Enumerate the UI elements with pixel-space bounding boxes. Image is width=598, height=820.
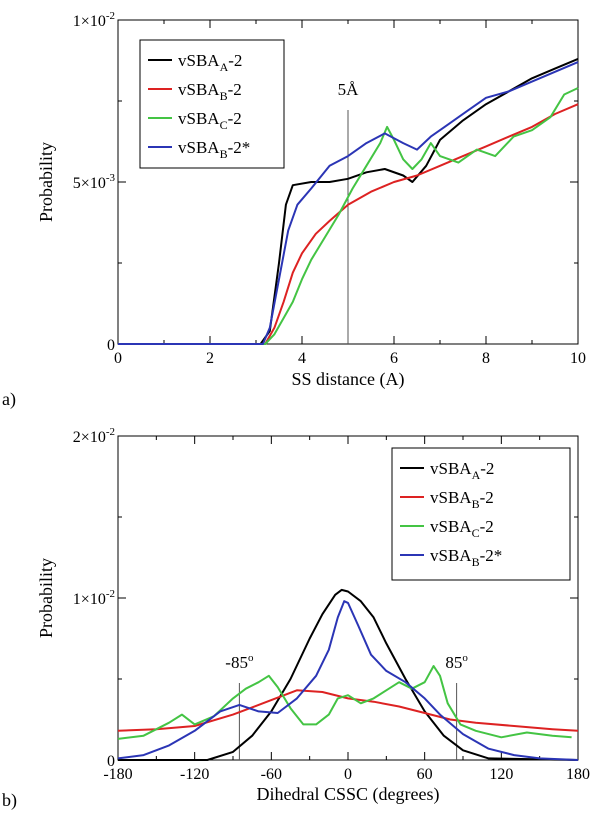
legend-series-suffix: -2 — [480, 459, 494, 478]
legend-series-suffix: -2 — [480, 488, 494, 507]
x-tick-label: -120 — [180, 766, 209, 783]
panel-a-chart: 0 2 4 6 8 1005×10-31×10-25ÅvSBAA-2vSBAB-2vSBA… — [2, 10, 586, 410]
y-tick-base: 0 — [107, 753, 115, 770]
legend-entry: vSBAB-2 — [430, 488, 494, 511]
y-tick-label: 0 — [107, 753, 115, 770]
legend-series-suffix: -2 — [228, 109, 242, 128]
legend-series-name: vSBA — [430, 546, 472, 565]
legend-series-name: vSBA — [430, 517, 472, 536]
y-tick-base: 5×10 — [73, 175, 106, 192]
x-tick-label: 180 — [566, 766, 590, 783]
y-axis-label: Probability — [36, 558, 56, 638]
x-axis-label: Dihedral CSSC (degrees) — [257, 784, 440, 805]
legend-series-subscript: B — [472, 497, 480, 511]
x-tick-label: -180 — [103, 766, 132, 783]
legend-entry: vSBAA-2 — [430, 459, 494, 482]
x-tick-label: 0 — [344, 766, 352, 783]
series-line-b — [118, 103, 579, 345]
legend-series-suffix: -2 — [480, 517, 494, 536]
legend-entry: vSBAC-2 — [178, 109, 242, 132]
annotation-label: 5Å — [338, 80, 360, 99]
x-tick-label: 10 — [570, 350, 586, 367]
y-tick-label: 5×10-3 — [73, 172, 116, 192]
x-tick-label: 8 — [482, 350, 490, 367]
legend-series-subscript: B — [220, 89, 228, 103]
panel-label: b) — [2, 790, 17, 811]
x-axis-label: SS distance (A) — [292, 369, 405, 390]
series-line-b-star — [118, 61, 579, 345]
legend-series-subscript: C — [472, 526, 480, 540]
y-tick-label: 0 — [107, 337, 115, 354]
legend-series-suffix: -2 — [228, 80, 242, 99]
legend-box — [391, 447, 571, 581]
panel-label: a) — [2, 389, 16, 410]
legend-series-suffix: -2* — [228, 138, 251, 157]
legend-entry: vSBAB-2* — [178, 138, 250, 161]
x-tick-label: 2 — [206, 350, 214, 367]
legend-entry: vSBAA-2 — [178, 51, 242, 74]
legend-series-name: vSBA — [178, 51, 220, 70]
y-tick-base: 2×10 — [73, 429, 106, 446]
x-tick-label: 120 — [489, 766, 513, 783]
legend-series-subscript: B — [220, 147, 228, 161]
legend-entry: vSBAC-2 — [430, 517, 494, 540]
y-tick-base: 1×10 — [73, 13, 106, 30]
legend-series-subscript: A — [220, 60, 229, 74]
annotation-text: -85 — [225, 653, 248, 672]
annotation-text: 5Å — [338, 80, 360, 99]
x-tick-label: 4 — [298, 350, 306, 367]
annotation-label: -85o — [225, 652, 254, 672]
annotation-text: 85 — [445, 653, 462, 672]
y-tick-label: 1×10-2 — [73, 588, 115, 608]
y-tick-exponent: -2 — [106, 10, 115, 22]
legend-series-name: vSBA — [430, 488, 472, 507]
y-tick-base: 0 — [107, 337, 115, 354]
legend-entry: vSBAB-2 — [178, 80, 242, 103]
legend-series-name: vSBA — [178, 109, 220, 128]
y-tick-base: 1×10 — [73, 591, 106, 608]
series-line-a — [118, 57, 579, 345]
legend-series-subscript: B — [472, 555, 480, 569]
series-line-c — [118, 87, 579, 345]
y-tick-exponent: -3 — [106, 172, 116, 184]
legend-series-name: vSBA — [430, 459, 472, 478]
annotation-label: 85o — [445, 652, 468, 672]
y-tick-exponent: -2 — [106, 426, 115, 438]
y-axis-label: Probability — [36, 142, 56, 222]
annotation-superscript: o — [462, 652, 468, 664]
legend-series-suffix: -2 — [228, 51, 242, 70]
legend-entry: vSBAB-2* — [430, 546, 502, 569]
series-line-a — [118, 588, 579, 761]
legend-series-name: vSBA — [178, 138, 220, 157]
legend-series-name: vSBA — [178, 80, 220, 99]
series-line-b-star — [117, 600, 579, 761]
legend-series-subscript: C — [220, 118, 228, 132]
y-tick-label: 1×10-2 — [73, 10, 115, 30]
legend-series-subscript: A — [472, 468, 481, 482]
y-tick-exponent: -2 — [106, 588, 115, 600]
legend-series-suffix: -2* — [480, 546, 503, 565]
x-tick-label: 60 — [417, 766, 433, 783]
x-tick-label: -60 — [261, 766, 282, 783]
series-line-c — [117, 665, 572, 740]
y-tick-label: 2×10-2 — [73, 426, 115, 446]
annotation-superscript: o — [248, 652, 254, 664]
x-tick-label: 0 — [114, 350, 122, 367]
series-line-b — [117, 689, 579, 732]
x-tick-label: 6 — [390, 350, 398, 367]
